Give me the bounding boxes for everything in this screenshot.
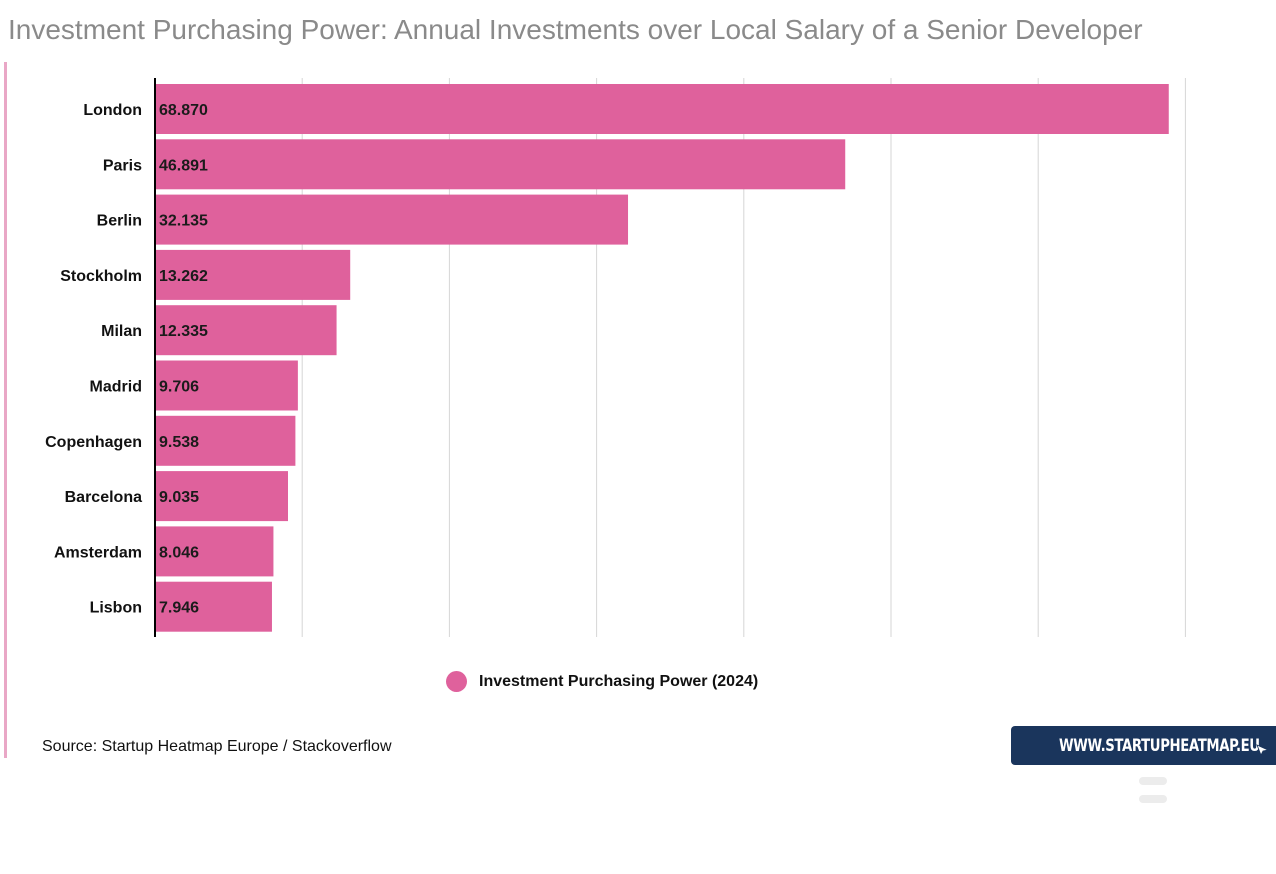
cursor-icon <box>1256 744 1270 756</box>
data-label: 8.046 <box>159 544 199 561</box>
category-label: Copenhagen <box>45 434 142 451</box>
bar <box>155 84 1169 134</box>
brand-link-button[interactable]: WWW.STARTUPHEATMAP.EU <box>1011 726 1276 765</box>
category-label: Milan <box>101 323 142 340</box>
bar <box>155 581 272 632</box>
category-label: Lisbon <box>90 600 142 617</box>
data-label: 68.870 <box>159 102 208 119</box>
data-label: 13.262 <box>159 268 208 285</box>
legend-label: Investment Purchasing Power (2024) <box>479 672 759 690</box>
legend-swatch <box>446 671 467 692</box>
data-label: 46.891 <box>159 157 208 174</box>
bar-chart: 68.870 London 46.891 Paris 32.135 Berlin 13.26… <box>45 78 1186 637</box>
bar <box>155 471 288 522</box>
bar <box>155 415 296 466</box>
bar <box>155 139 846 190</box>
category-label: Madrid <box>90 379 142 396</box>
bar <box>155 360 298 411</box>
data-label: 9.035 <box>159 489 199 506</box>
data-label: 9.706 <box>159 379 199 396</box>
decorative-pill <box>1139 777 1167 785</box>
bar <box>155 194 629 245</box>
category-label: London <box>83 102 142 119</box>
source-note: Source: Startup Heatmap Europe / Stackov… <box>42 738 392 755</box>
category-label: Amsterdam <box>54 544 142 561</box>
brand-label: WWW.STARTUPHEATMAP.EU <box>1059 735 1260 756</box>
bar <box>155 526 274 577</box>
data-label: 7.946 <box>159 600 199 617</box>
accent-divider <box>4 62 7 758</box>
category-label: Berlin <box>97 213 142 230</box>
category-label: Paris <box>103 157 142 174</box>
chart-title: Investment Purchasing Power: Annual Inve… <box>8 14 1143 45</box>
data-label: 9.538 <box>159 434 199 451</box>
data-label: 32.135 <box>159 213 208 230</box>
decorative-pill <box>1139 795 1167 803</box>
category-label: Barcelona <box>65 489 142 506</box>
category-label: Stockholm <box>60 268 142 285</box>
legend: Investment Purchasing Power (2024) <box>446 671 758 692</box>
bar <box>155 249 351 300</box>
bar <box>155 305 337 356</box>
data-label: 12.335 <box>159 323 208 340</box>
